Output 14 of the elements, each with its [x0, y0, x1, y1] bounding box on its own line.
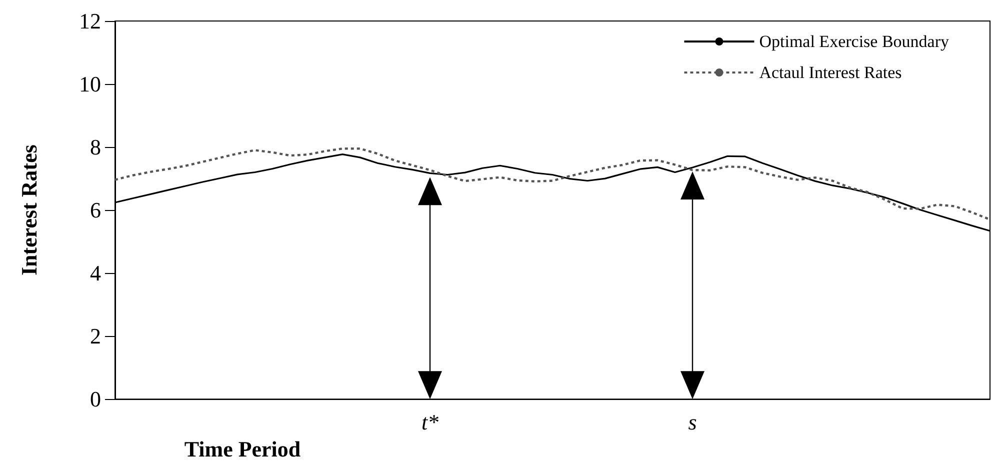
y-tick-label: 2 — [90, 324, 101, 349]
y-tick-label: 4 — [90, 260, 101, 286]
legend-label: Optimal Exercise Boundary — [759, 32, 950, 51]
y-tick-label: 8 — [90, 134, 101, 160]
y-tick-label: 6 — [90, 198, 101, 223]
x-tick-label: t* — [421, 410, 439, 435]
x-tick-label: s — [688, 410, 697, 435]
y-tick-label: 10 — [79, 72, 101, 97]
y-axis-title: Interest Rates — [16, 144, 42, 276]
y-tick-label: 0 — [90, 386, 101, 412]
x-axis-title: Time Period — [184, 436, 301, 462]
legend-label: Actaul Interest Rates — [759, 63, 902, 82]
y-tick-label: 12 — [79, 8, 101, 34]
line-series — [114, 148, 992, 221]
